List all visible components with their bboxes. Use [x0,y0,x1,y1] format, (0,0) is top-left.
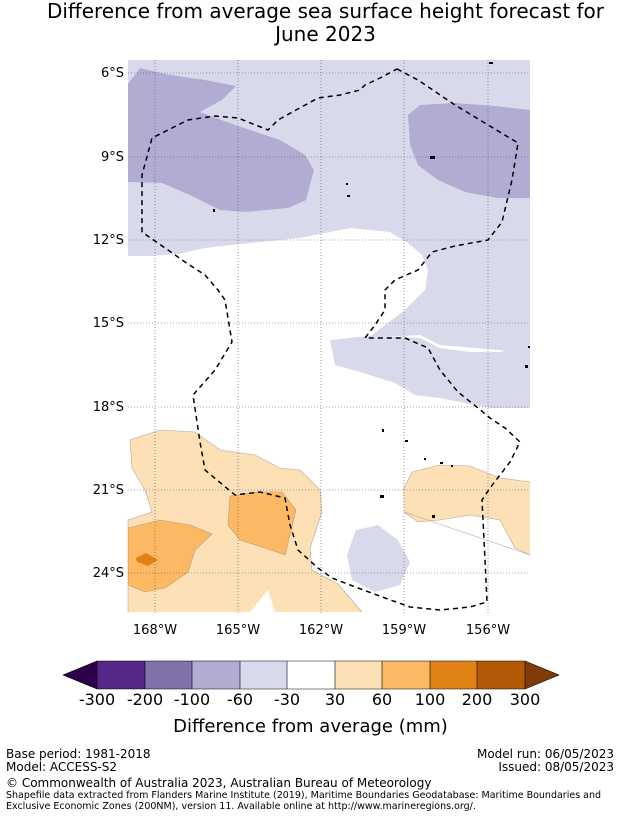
base-period-text: Base period: 1981-2018 [6,747,151,761]
map-title: Difference from average sea surface heig… [0,0,621,46]
colorbar-segment-neg200-neg100 [145,661,192,689]
colorbar-tick-100: 100 [414,690,446,709]
contour-lines [127,429,531,613]
lat-label-6s: 6°S [100,66,124,81]
gridlines [128,60,530,613]
lon-label-165w: 165°W [215,623,261,638]
shapefile-credit-line-1: Shapefile data extracted from Flanders M… [6,790,602,801]
colorbar-tick-neg300: -300 [78,690,116,709]
colorbar-tick-200: 200 [461,690,493,709]
shapefile-credit: Shapefile data extracted from Flanders M… [6,790,606,812]
colorbar-arrow-low [63,661,97,689]
colorbar-tick-30: 30 [324,690,346,709]
colorbar [62,660,560,690]
anomaly-region-60-100-b [228,492,296,555]
colorbar-arrow-high [525,661,559,689]
copyright-text: © Commonwealth of Australia 2023, Austra… [6,776,432,790]
lon-label-156w: 156°W [465,623,511,638]
lat-label-15s: 15°S [92,316,124,331]
colorbar-segment-60-100 [382,661,430,689]
title-line-1: Difference from average sea surface heig… [46,0,605,23]
colorbar-label: Difference from average (mm) [173,716,448,737]
islands [213,62,530,518]
lat-label-18s: 18°S [92,400,124,415]
colorbar-segment-neg300-neg200 [97,661,145,689]
colorbar-segment-200-300 [477,661,525,689]
lon-label-159w: 159°W [381,623,427,638]
anomaly-region-neg60-neg30-east [330,336,530,408]
colorbar-tick-neg60: -60 [226,690,254,709]
lon-label-162w: 162°W [298,623,344,638]
lat-label-12s: 12°S [92,233,124,248]
issued-text: Issued: 08/05/2023 [498,760,614,774]
anomaly-region-neg100-neg60-northwest [128,68,314,212]
anomaly-region-60-100-a [128,520,212,592]
anomaly-region-neg100-neg60-northeast [408,103,530,198]
lat-label-24s: 24°S [92,566,124,581]
colorbar-tick-neg200: -200 [126,690,164,709]
colorbar-segment-neg100-neg60 [192,661,240,689]
model-run-text: Model run: 06/05/2023 [476,747,614,761]
model-text: Model: ACCESS-S2 [6,760,118,774]
shapefile-credit-line-2: Exclusive Economic Zones (200NM), versio… [6,801,476,812]
eez-boundary [141,68,521,611]
colorbar-segment-neg60-neg30 [240,661,287,689]
anomaly-region-30-60-southeast [403,465,530,555]
lat-label-9s: 9°S [100,150,124,165]
colorbar-tick-60: 60 [371,690,393,709]
lon-label-168w: 168°W [132,623,178,638]
colorbar-segment-100-200 [430,661,477,689]
anomaly-region-neg60-neg30-south [347,525,410,592]
title-line-2: June 2023 [275,22,376,46]
lat-label-21s: 21°S [92,483,124,498]
colorbar-tick-neg100: -100 [173,690,211,709]
colorbar-segment-neg30-30 [287,661,335,689]
anomaly-region-100-200 [136,553,158,566]
colorbar-segment-30-60 [335,661,382,689]
colorbar-tick-neg30: -30 [273,690,301,709]
colorbar-tick-300: 300 [509,690,541,709]
